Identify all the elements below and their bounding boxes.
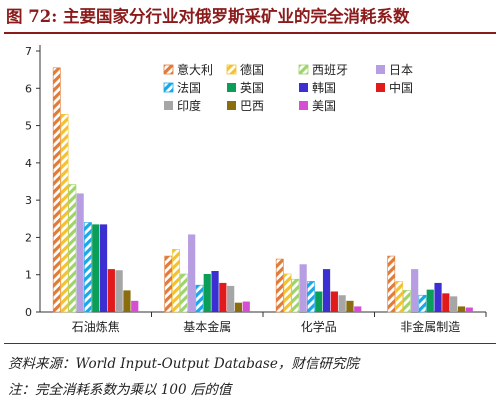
y-tick-label: 5 [25,120,32,133]
legend-label: 日本 [389,63,413,77]
bar-2-1 [283,273,292,313]
bar-0-4 [84,222,92,313]
legend-item: 韩国 [299,80,336,95]
legend-label: 中国 [389,80,413,95]
legend-label: 法国 [177,81,201,95]
legend-item: 德国 [226,62,264,77]
bar-2-9 [346,300,354,312]
legend-label: 美国 [312,99,336,113]
bar-3-8 [450,296,458,312]
bar-1-10 [242,301,250,312]
bar-3-4 [418,294,427,313]
x-category-label: 石油炼焦 [72,319,120,334]
legend-swatch [163,82,174,93]
bar-3-10 [465,307,473,312]
bar-0-6 [99,224,108,312]
legend-item: 印度 [164,98,201,113]
bar-3-6 [434,282,442,312]
legend-label: 英国 [240,81,264,95]
legend-swatch [299,83,308,92]
legend-swatch [376,65,385,74]
legend-swatch [226,64,237,75]
legend-swatch [227,83,236,92]
bar-0-2 [68,184,77,313]
legend-item: 英国 [227,81,264,95]
legend-swatch [376,83,385,92]
bar-2-5 [315,291,323,312]
legend-label: 西班牙 [312,63,348,77]
bar-1-9 [234,302,243,312]
bar-3-7 [442,293,450,312]
bar-1-5 [203,273,211,312]
bar-3-5 [426,289,434,312]
bar-1-6 [211,270,219,312]
legend-label: 印度 [177,98,201,113]
bar-2-3 [299,264,307,312]
y-tick-label: 1 [25,269,32,282]
bar-2-7 [330,291,338,312]
legend-swatch [164,101,173,110]
bar-chart: 0 1 2 3 4 5 6 7 石油炼焦 基本金属 化学品 非金属制造 意大利 德国 西班牙 日本法国 英国 韩… [4,36,496,342]
bar-0-3 [76,193,84,312]
bar-0-0 [52,67,61,313]
legend-item: 法国 [163,81,201,95]
bar-2-8 [338,295,346,312]
legend-item: 巴西 [227,99,264,113]
legend-swatch [298,64,309,75]
x-category-label: 基本金属 [183,319,231,334]
legend-item: 中国 [376,80,413,95]
bar-0-5 [92,224,100,312]
bar-2-10 [354,306,362,312]
source-divider [4,343,496,344]
bar-1-2 [179,273,188,313]
y-tick-label: 3 [25,194,32,207]
source-note: 资料来源：World Input-Output Database，财信研究院 [8,356,359,372]
legend-item: 意大利 [163,62,213,77]
bar-3-2 [402,290,411,313]
x-category-label: 非金属制造 [400,319,460,334]
bar-3-3 [411,269,419,312]
bar-1-0 [164,255,173,313]
bar-1-8 [227,285,235,312]
footnote: 注：完全消耗系数为乘以 100 后的值 [8,382,232,398]
y-tick-label: 2 [25,231,32,244]
bar-3-0 [387,255,396,313]
bar-2-2 [291,278,300,313]
bar-1-7 [219,282,227,312]
bar-0-1 [60,114,69,313]
legend-swatch [299,101,308,110]
legend-swatch [163,64,174,75]
bar-2-4 [307,281,315,313]
legend-label: 巴西 [240,99,264,113]
bar-0-8 [115,270,123,312]
bar-1-3 [188,234,196,312]
bar-1-1 [172,249,180,313]
bar-3-1 [395,281,403,313]
bar-2-6 [322,269,331,312]
bar-1-4 [195,284,204,313]
y-tick-label: 4 [25,157,32,170]
legend-swatch [227,101,236,110]
legend-item: 美国 [299,99,336,113]
legend-item: 日本 [376,63,413,77]
y-tick-label: 6 [25,82,32,95]
bar-2-0 [275,258,284,313]
legend-label: 德国 [240,62,264,77]
y-tick-label: 7 [25,45,32,58]
figure-title: 图 72: 主要国家分行业对俄罗斯采矿业的完全消耗系数 [6,7,410,26]
legend-label: 意大利 [177,62,213,77]
title-divider [4,32,496,34]
bar-3-9 [457,306,466,312]
bar-0-7 [107,269,115,312]
y-tick-label: 0 [25,306,32,319]
legend-item: 西班牙 [298,63,348,77]
x-category-label: 化学品 [301,319,337,334]
bar-0-9 [123,290,131,312]
legend-label: 韩国 [312,80,336,95]
bar-0-10 [131,300,139,312]
